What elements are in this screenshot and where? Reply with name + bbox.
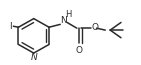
Text: I: I bbox=[9, 22, 12, 31]
Text: N: N bbox=[60, 16, 67, 25]
Text: H: H bbox=[65, 10, 71, 19]
Text: N: N bbox=[30, 53, 37, 62]
Text: O: O bbox=[92, 23, 99, 32]
Text: O: O bbox=[75, 46, 82, 55]
